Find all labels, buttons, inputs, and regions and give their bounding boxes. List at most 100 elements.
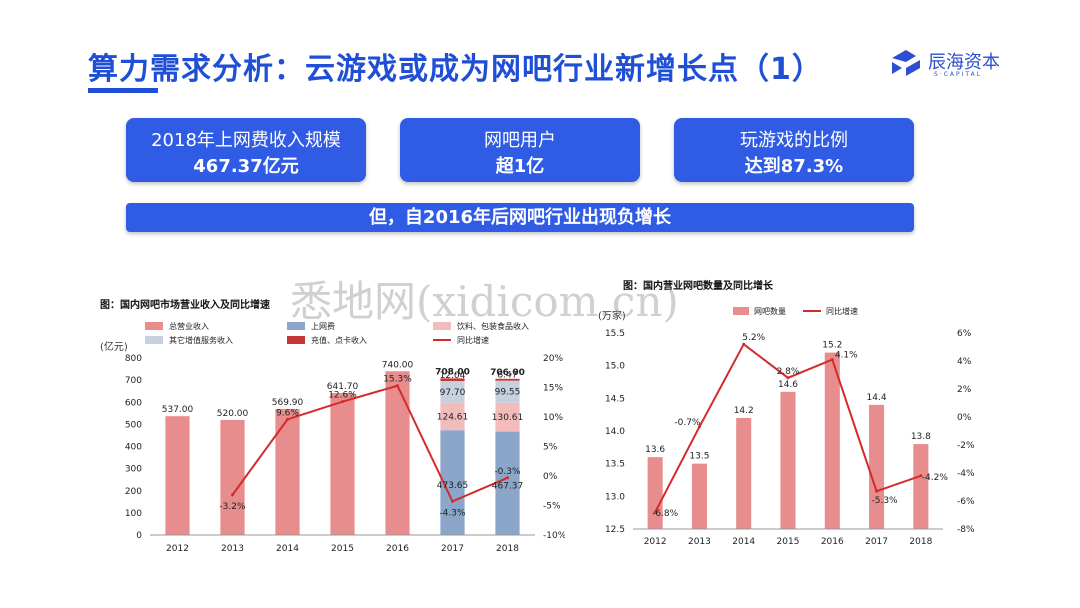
x-tick-label: 2015 <box>331 544 354 554</box>
y-tick-label: 13.5 <box>605 460 625 470</box>
legend-label: 上网费 <box>311 321 335 331</box>
brand-logo: 辰海资本 S·CAPITAL <box>888 44 1018 84</box>
value-label: 13.5 <box>689 452 709 462</box>
y2-tick-label: -8% <box>957 525 975 535</box>
x-tick-label: 2014 <box>732 537 755 547</box>
stat-card-gaming: 玩游戏的比例 达到87.3% <box>674 118 914 182</box>
x-tick-label: 2012 <box>644 537 667 547</box>
growth-point <box>231 493 234 497</box>
growth-point <box>286 417 289 421</box>
y-tick-label: 12.5 <box>605 525 625 535</box>
y-axis-unit: (亿元) <box>100 340 128 353</box>
y-tick-label: 15.5 <box>605 329 625 339</box>
y2-tick-label: -5% <box>543 502 561 512</box>
card-label: 玩游戏的比例 <box>740 130 848 151</box>
x-tick-label: 2012 <box>166 544 189 554</box>
legend-label: 总营业收入 <box>169 321 209 331</box>
watermark: 悉地网(xidicom.cn) <box>290 277 679 326</box>
other-label: 99.55 <box>495 388 521 398</box>
total-label: 537.00 <box>162 405 194 415</box>
x-tick-label: 2015 <box>777 537 800 547</box>
brand-sub: S·CAPITAL <box>934 71 983 78</box>
bar-total <box>165 416 190 535</box>
bar-total <box>220 419 245 535</box>
legend-label: 其它增值服务收入 <box>169 335 233 345</box>
total-label: 641.70 <box>327 382 359 392</box>
growth-point <box>396 384 399 388</box>
value-label: 15.2 <box>822 341 842 351</box>
card-label: 网吧用户 <box>484 130 556 151</box>
growth-line <box>231 384 508 503</box>
revenue-chart: 图：国内网吧市场营业收入及同比增速 (亿元) 总营业收入 上网费 饮料、包装食品收入… <box>100 298 565 554</box>
negative-growth-banner: 但，自2016年后网吧行业出现负增长 <box>126 203 914 232</box>
y-tick-label: 400 <box>125 443 142 453</box>
y-tick-label: 14.0 <box>605 427 625 437</box>
y2-tick-label: 0% <box>543 472 558 482</box>
bar-drinks <box>495 402 520 432</box>
bar-total <box>385 371 410 535</box>
brand-mark-icon <box>892 50 920 76</box>
y2-tick-label: 0% <box>957 413 972 423</box>
chart-title: 图：国内网吧市场营业收入及同比增速 <box>100 298 270 311</box>
recharge-label: 12.04 <box>440 371 466 381</box>
y2-tick-label: 6% <box>957 329 972 339</box>
x-tick-label: 2018 <box>909 537 932 547</box>
total-label: 740.00 <box>382 360 414 370</box>
y-tick-label: 200 <box>125 487 142 497</box>
growth-label: 2.8% <box>777 367 800 377</box>
slide-title: 算力需求分析：云游戏或成为网吧行业新增长点（1） <box>88 52 823 87</box>
legend-label: 饮料、包装食品收入 <box>457 321 529 331</box>
bar-total <box>330 393 355 535</box>
recharge-label: 8.47 <box>497 371 517 381</box>
growth-label: 4.1% <box>835 351 858 361</box>
growth-point <box>653 510 657 514</box>
growth-label: 9.6% <box>276 408 299 418</box>
growth-point <box>875 489 879 493</box>
net-fee-label: 473.65 <box>437 481 469 491</box>
x-tick-label: 2017 <box>865 537 888 547</box>
total-label: 706.00 <box>490 368 525 378</box>
x-tick-label: 2016 <box>386 544 409 554</box>
x-tick-label: 2013 <box>688 537 711 547</box>
growth-label: 15.3% <box>383 375 412 385</box>
stat-card-users: 网吧用户 超1亿 <box>400 118 640 182</box>
legend-swatch <box>433 322 451 330</box>
bar-cafe-count <box>647 457 663 529</box>
x-tick-label: 2016 <box>821 537 844 547</box>
growth-label: -0.7% <box>674 418 701 428</box>
growth-label: -5.3% <box>872 496 899 506</box>
growth-point <box>786 376 790 380</box>
legend-swatch <box>287 336 305 344</box>
y2-tick-label: -4% <box>957 469 975 479</box>
bar-total <box>275 408 300 535</box>
y-tick-label: 100 <box>125 509 142 519</box>
bar-other <box>440 381 465 403</box>
y-tick-label: 15.0 <box>605 362 625 372</box>
drinks-label: 124.61 <box>437 412 469 422</box>
growth-point <box>506 476 509 480</box>
value-label: 14.4 <box>867 393 887 403</box>
growth-point <box>697 425 701 429</box>
growth-label: 5.2% <box>742 333 765 343</box>
y-tick-label: 700 <box>125 376 142 386</box>
x-tick-label: 2017 <box>441 544 464 554</box>
growth-label: -4.3% <box>439 508 466 518</box>
y-axis-unit: (万家) <box>598 309 626 322</box>
legend-swatch <box>287 322 305 330</box>
chart-title: 图：国内营业网吧数量及同比增长 <box>623 279 774 292</box>
y2-tick-label: 10% <box>543 413 563 423</box>
y2-tick-label: -2% <box>957 441 975 451</box>
growth-label: -6.8% <box>652 509 679 519</box>
growth-label: -4.2% <box>922 473 949 483</box>
bar-cafe-count <box>913 444 929 529</box>
legend-label: 同比增速 <box>457 335 489 345</box>
bar-cafe-count <box>691 463 707 529</box>
y-tick-label: 0 <box>136 531 142 541</box>
legend-label: 同比增速 <box>826 306 858 316</box>
growth-label: -3.2% <box>219 502 246 512</box>
y2-tick-label: -6% <box>957 497 975 507</box>
bar-recharge <box>495 378 520 381</box>
y-tick-label: 600 <box>125 398 142 408</box>
bar-cafe-count <box>824 352 840 529</box>
card-value: 467.37亿元 <box>193 156 299 177</box>
